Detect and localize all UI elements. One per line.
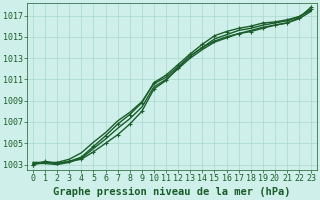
X-axis label: Graphe pression niveau de la mer (hPa): Graphe pression niveau de la mer (hPa) [53,187,291,197]
